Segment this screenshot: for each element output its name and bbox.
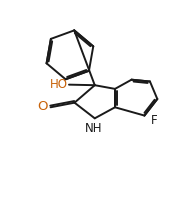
Text: HO: HO [49,78,68,91]
Text: F: F [151,114,158,127]
Text: O: O [37,100,47,113]
Text: NH: NH [85,122,103,135]
